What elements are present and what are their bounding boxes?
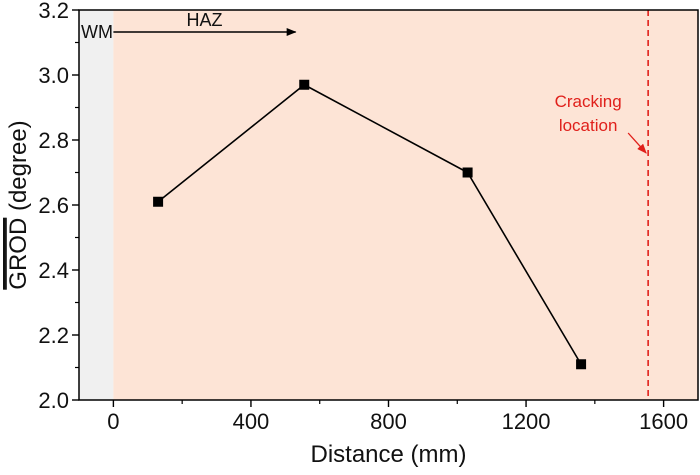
cracking-label-line1: Cracking bbox=[555, 92, 622, 111]
cracking-label-line2: location bbox=[559, 116, 618, 135]
y-tick-label: 2.0 bbox=[38, 388, 69, 413]
y-axis-label: GROD (degree) bbox=[5, 120, 32, 289]
series-line bbox=[157, 83, 582, 365]
data-point bbox=[299, 79, 310, 90]
region-label-wm: WM bbox=[81, 22, 113, 42]
region-label-haz: HAZ bbox=[187, 10, 223, 30]
x-tick-label: 1200 bbox=[502, 409, 551, 434]
region-band-wm bbox=[79, 10, 114, 400]
y-axis-label-overlined: GROD bbox=[5, 218, 32, 290]
data-point bbox=[576, 359, 587, 370]
data-point bbox=[153, 196, 164, 207]
x-axis-label: Distance (mm) bbox=[310, 441, 466, 468]
cracking-arrow bbox=[627, 132, 647, 154]
y-tick-label: 3.2 bbox=[38, 0, 69, 23]
axis-ticks: 0 400 800 1200 1600 2.0 2.2 2.4 2.6 2.8 3.0 3.2 bbox=[38, 0, 688, 434]
x-tick-label: 1600 bbox=[639, 409, 688, 434]
y-tick-label: 2.4 bbox=[38, 258, 69, 283]
y-tick-label: 2.8 bbox=[38, 128, 69, 153]
plot-frame bbox=[78, 9, 699, 401]
region-band-haz bbox=[113, 10, 698, 400]
x-tick-label: 0 bbox=[107, 409, 119, 434]
data-series bbox=[153, 79, 587, 370]
x-tick-label: 400 bbox=[233, 409, 270, 434]
data-point bbox=[462, 167, 473, 178]
y-tick-label: 2.2 bbox=[38, 323, 69, 348]
y-tick-label: 2.6 bbox=[38, 193, 69, 218]
y-axis-label-unit: (degree) bbox=[5, 120, 32, 217]
y-tick-label: 3.0 bbox=[38, 63, 69, 88]
x-tick-label: 800 bbox=[370, 409, 407, 434]
region-bands bbox=[79, 10, 698, 400]
annotations: WM HAZ Cracking location bbox=[81, 10, 649, 400]
